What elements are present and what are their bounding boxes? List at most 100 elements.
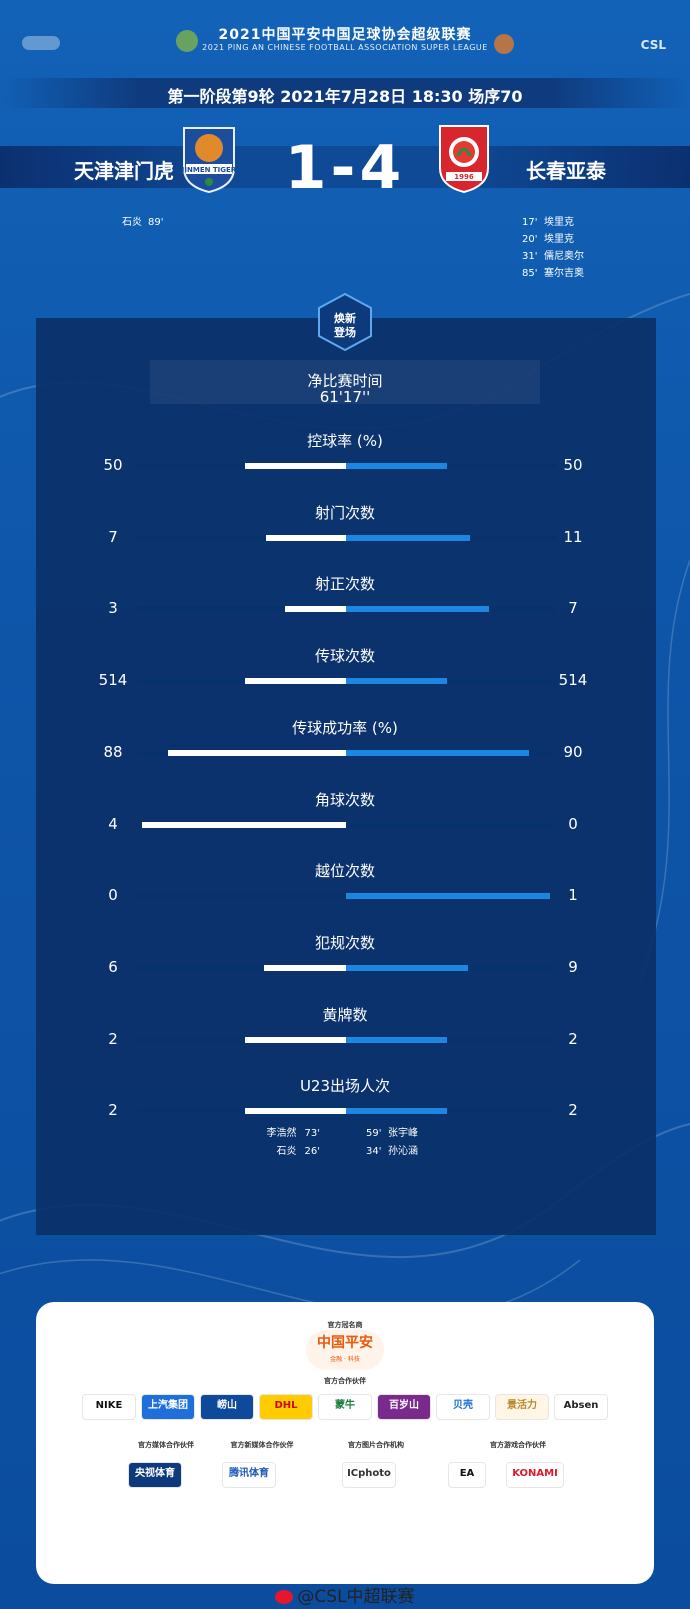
home-stat-value: 3: [108, 599, 118, 618]
net-time-label: 净比赛时间: [307, 372, 383, 390]
away-stat-value: 514: [558, 671, 588, 690]
media-partner-heading: 官方游戏合作伙伴: [490, 1441, 546, 1449]
home-stat-bar: [266, 534, 346, 541]
away-stat-bar: [346, 893, 550, 900]
weibo-handle: @CSL中超联赛: [297, 1587, 415, 1607]
player-name: 张宇峰: [388, 1128, 418, 1139]
header: 2021中国平安中国足球协会超级联赛 2021 PING AN CHINESE …: [0, 0, 690, 80]
home-stat-value: 2: [108, 1101, 118, 1120]
u23-away-players: 59' 张宇峰 34' 孙沁涵: [366, 1125, 418, 1161]
away-stat-value: 50: [563, 456, 583, 474]
title-sponsor-sub: 金融 · 科技: [330, 1356, 360, 1363]
net-time-box: [150, 360, 540, 404]
home-stat-value: 514: [98, 671, 128, 690]
away-stat-value: 9: [568, 957, 578, 976]
scorer-name: 埃里克: [544, 217, 574, 228]
player-name: 石炎: [276, 1146, 297, 1157]
round-info-bar: [0, 78, 690, 108]
home-stat-value: 2: [108, 1029, 118, 1048]
away-scorer: 17' 埃里克: [522, 214, 584, 231]
stat-bar-track: [136, 964, 556, 971]
home-stat-bar: [285, 606, 346, 613]
stat-label: 传球次数: [314, 647, 375, 666]
away-stat-value: 2: [568, 1101, 578, 1120]
home-stat-value: 88: [103, 742, 123, 761]
stat-label: 传球成功率 (%): [292, 718, 398, 737]
home-stat-bar: [245, 678, 346, 685]
media-partner-heading: 官方媒体合作伙伴: [138, 1441, 194, 1449]
away-stat-value: 1: [568, 886, 578, 905]
home-stat-bar: [245, 463, 346, 469]
scorer-name: 石炎: [122, 217, 142, 228]
partners-heading: 官方合作伙伴: [324, 1377, 366, 1385]
partner-logo: Absen: [554, 1394, 608, 1420]
round-info: 第一阶段第9轮 2021年7月28日 18:30 场序70: [167, 87, 523, 106]
partner-logo: 崂山: [200, 1394, 254, 1420]
away-scorers: 17' 埃里克 20' 埃里克 31' 儒尼奥尔 85' 塞尔吉奥: [522, 214, 584, 282]
scorer-minute: 89': [148, 217, 164, 228]
home-scorer: 石炎 89': [122, 214, 163, 231]
stat-label: 射正次数: [314, 575, 375, 594]
media-partner-logo: KONAMI: [506, 1462, 564, 1488]
player-name: 孙沁涵: [388, 1146, 418, 1157]
svg-text:1996: 1996: [454, 173, 474, 181]
sponsor-card: 官方冠名商 中国平安 金融 · 科技 官方合作伙伴 NIKE 上汽集团 崂山 DHL 蒙…: [36, 1302, 654, 1584]
away-stat-bar: [346, 606, 489, 613]
away-scorer: 31' 儒尼奥尔: [522, 248, 584, 265]
media-partner-heading: 官方新媒体合作伙伴: [230, 1441, 294, 1449]
league-title: 2021中国平安中国足球协会超级联赛: [218, 27, 472, 43]
media-partner-logo: 央视体育: [128, 1462, 182, 1488]
title-sponsor-name: 中国平安: [317, 1335, 373, 1351]
scorer-name: 埃里克: [544, 234, 574, 245]
svg-text:JINMEN TIGER: JINMEN TIGER: [181, 166, 237, 174]
away-stat-bar: [346, 463, 447, 469]
home-stat-value: 7: [108, 527, 118, 546]
media-partner-logo: 腾讯体育: [222, 1462, 276, 1488]
partner-logo: NIKE: [82, 1394, 136, 1420]
partner-logo: 百岁山: [377, 1394, 431, 1420]
scorer-minute: 85': [522, 268, 538, 279]
home-team-crest-icon: JINMEN TIGER: [181, 127, 237, 194]
home-stat-bar: [142, 821, 346, 828]
scorer-name: 塞尔吉奥: [544, 268, 584, 279]
scorer-name: 儒尼奥尔: [544, 251, 584, 262]
stat-label: 射门次数: [314, 503, 375, 522]
scorer-minute: 17': [522, 217, 538, 228]
player-minute: 73': [304, 1128, 320, 1139]
away-stat-bar: [346, 749, 529, 756]
partner-logo: 景活力: [495, 1394, 549, 1420]
away-stat-value: 11: [563, 527, 583, 546]
home-stat-bar: [245, 1036, 346, 1043]
stat-bar-track: [136, 534, 556, 541]
home-stat-value: 6: [108, 957, 118, 976]
home-stat-value: 4: [108, 814, 118, 833]
u23-away-player: 34' 孙沁涵: [366, 1143, 418, 1161]
partner-logo: 上汽集团: [141, 1394, 195, 1420]
stat-label: 角球次数: [314, 790, 375, 809]
home-stat-bar: [245, 1108, 346, 1115]
stat-label: 控球率 (%): [307, 432, 383, 450]
corner-watermark: [22, 36, 60, 50]
scorer-minute: 20': [522, 234, 538, 245]
svg-text:登场: 登场: [333, 325, 356, 339]
title-sponsor-logo: 中国平安 金融 · 科技: [306, 1330, 384, 1370]
stat-bar-track: [136, 821, 556, 828]
home-stat-bar: [264, 964, 346, 971]
away-stat-value: 90: [563, 742, 583, 761]
away-stat-value: 0: [568, 814, 578, 833]
away-stat-bar: [346, 534, 470, 541]
stat-label: 黄牌数: [322, 1005, 368, 1024]
away-scorer: 85' 塞尔吉奥: [522, 265, 584, 282]
stat-bar-track: [136, 1108, 556, 1115]
league-subtitle: 2021 PING AN CHINESE FOOTBALL ASSOCIATIO…: [202, 43, 488, 52]
home-stat-value: 50: [103, 456, 123, 474]
league-logo-left-icon: [176, 30, 198, 52]
scorer-minute: 31': [522, 251, 538, 262]
away-stat-value: 2: [568, 1029, 578, 1048]
player-name: 李浩然: [266, 1128, 297, 1139]
home-stat-bar: [167, 749, 346, 756]
stat-bar-track: [136, 678, 556, 685]
final-score: 1-4: [284, 133, 406, 203]
weibo-watermark: @CSL中超联赛: [0, 1582, 690, 1607]
stats-panel: [36, 318, 656, 1235]
